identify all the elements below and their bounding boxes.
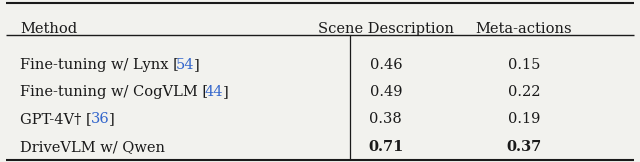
Text: 0.22: 0.22 xyxy=(508,85,540,99)
Text: 0.38: 0.38 xyxy=(369,112,402,126)
Text: ]: ] xyxy=(223,85,228,99)
Text: 54: 54 xyxy=(176,58,195,72)
Text: Meta-actions: Meta-actions xyxy=(476,22,572,36)
Text: 0.71: 0.71 xyxy=(368,140,404,154)
Text: Fine-tuning w/ Lynx [: Fine-tuning w/ Lynx [ xyxy=(20,58,179,72)
Text: 0.19: 0.19 xyxy=(508,112,540,126)
Text: GPT-4V† [: GPT-4V† [ xyxy=(20,112,92,126)
Text: 0.46: 0.46 xyxy=(369,58,402,72)
Text: 44: 44 xyxy=(205,85,223,99)
Text: 0.15: 0.15 xyxy=(508,58,540,72)
Text: ]: ] xyxy=(109,112,115,126)
Text: 0.37: 0.37 xyxy=(506,140,541,154)
Text: DriveVLM w/ Qwen: DriveVLM w/ Qwen xyxy=(20,140,165,154)
Text: Fine-tuning w/ CogVLM [: Fine-tuning w/ CogVLM [ xyxy=(20,85,209,99)
Text: 0.49: 0.49 xyxy=(370,85,402,99)
Text: ]: ] xyxy=(194,58,200,72)
Text: Method: Method xyxy=(20,22,77,36)
Text: Scene Description: Scene Description xyxy=(318,22,454,36)
Text: 36: 36 xyxy=(90,112,109,126)
